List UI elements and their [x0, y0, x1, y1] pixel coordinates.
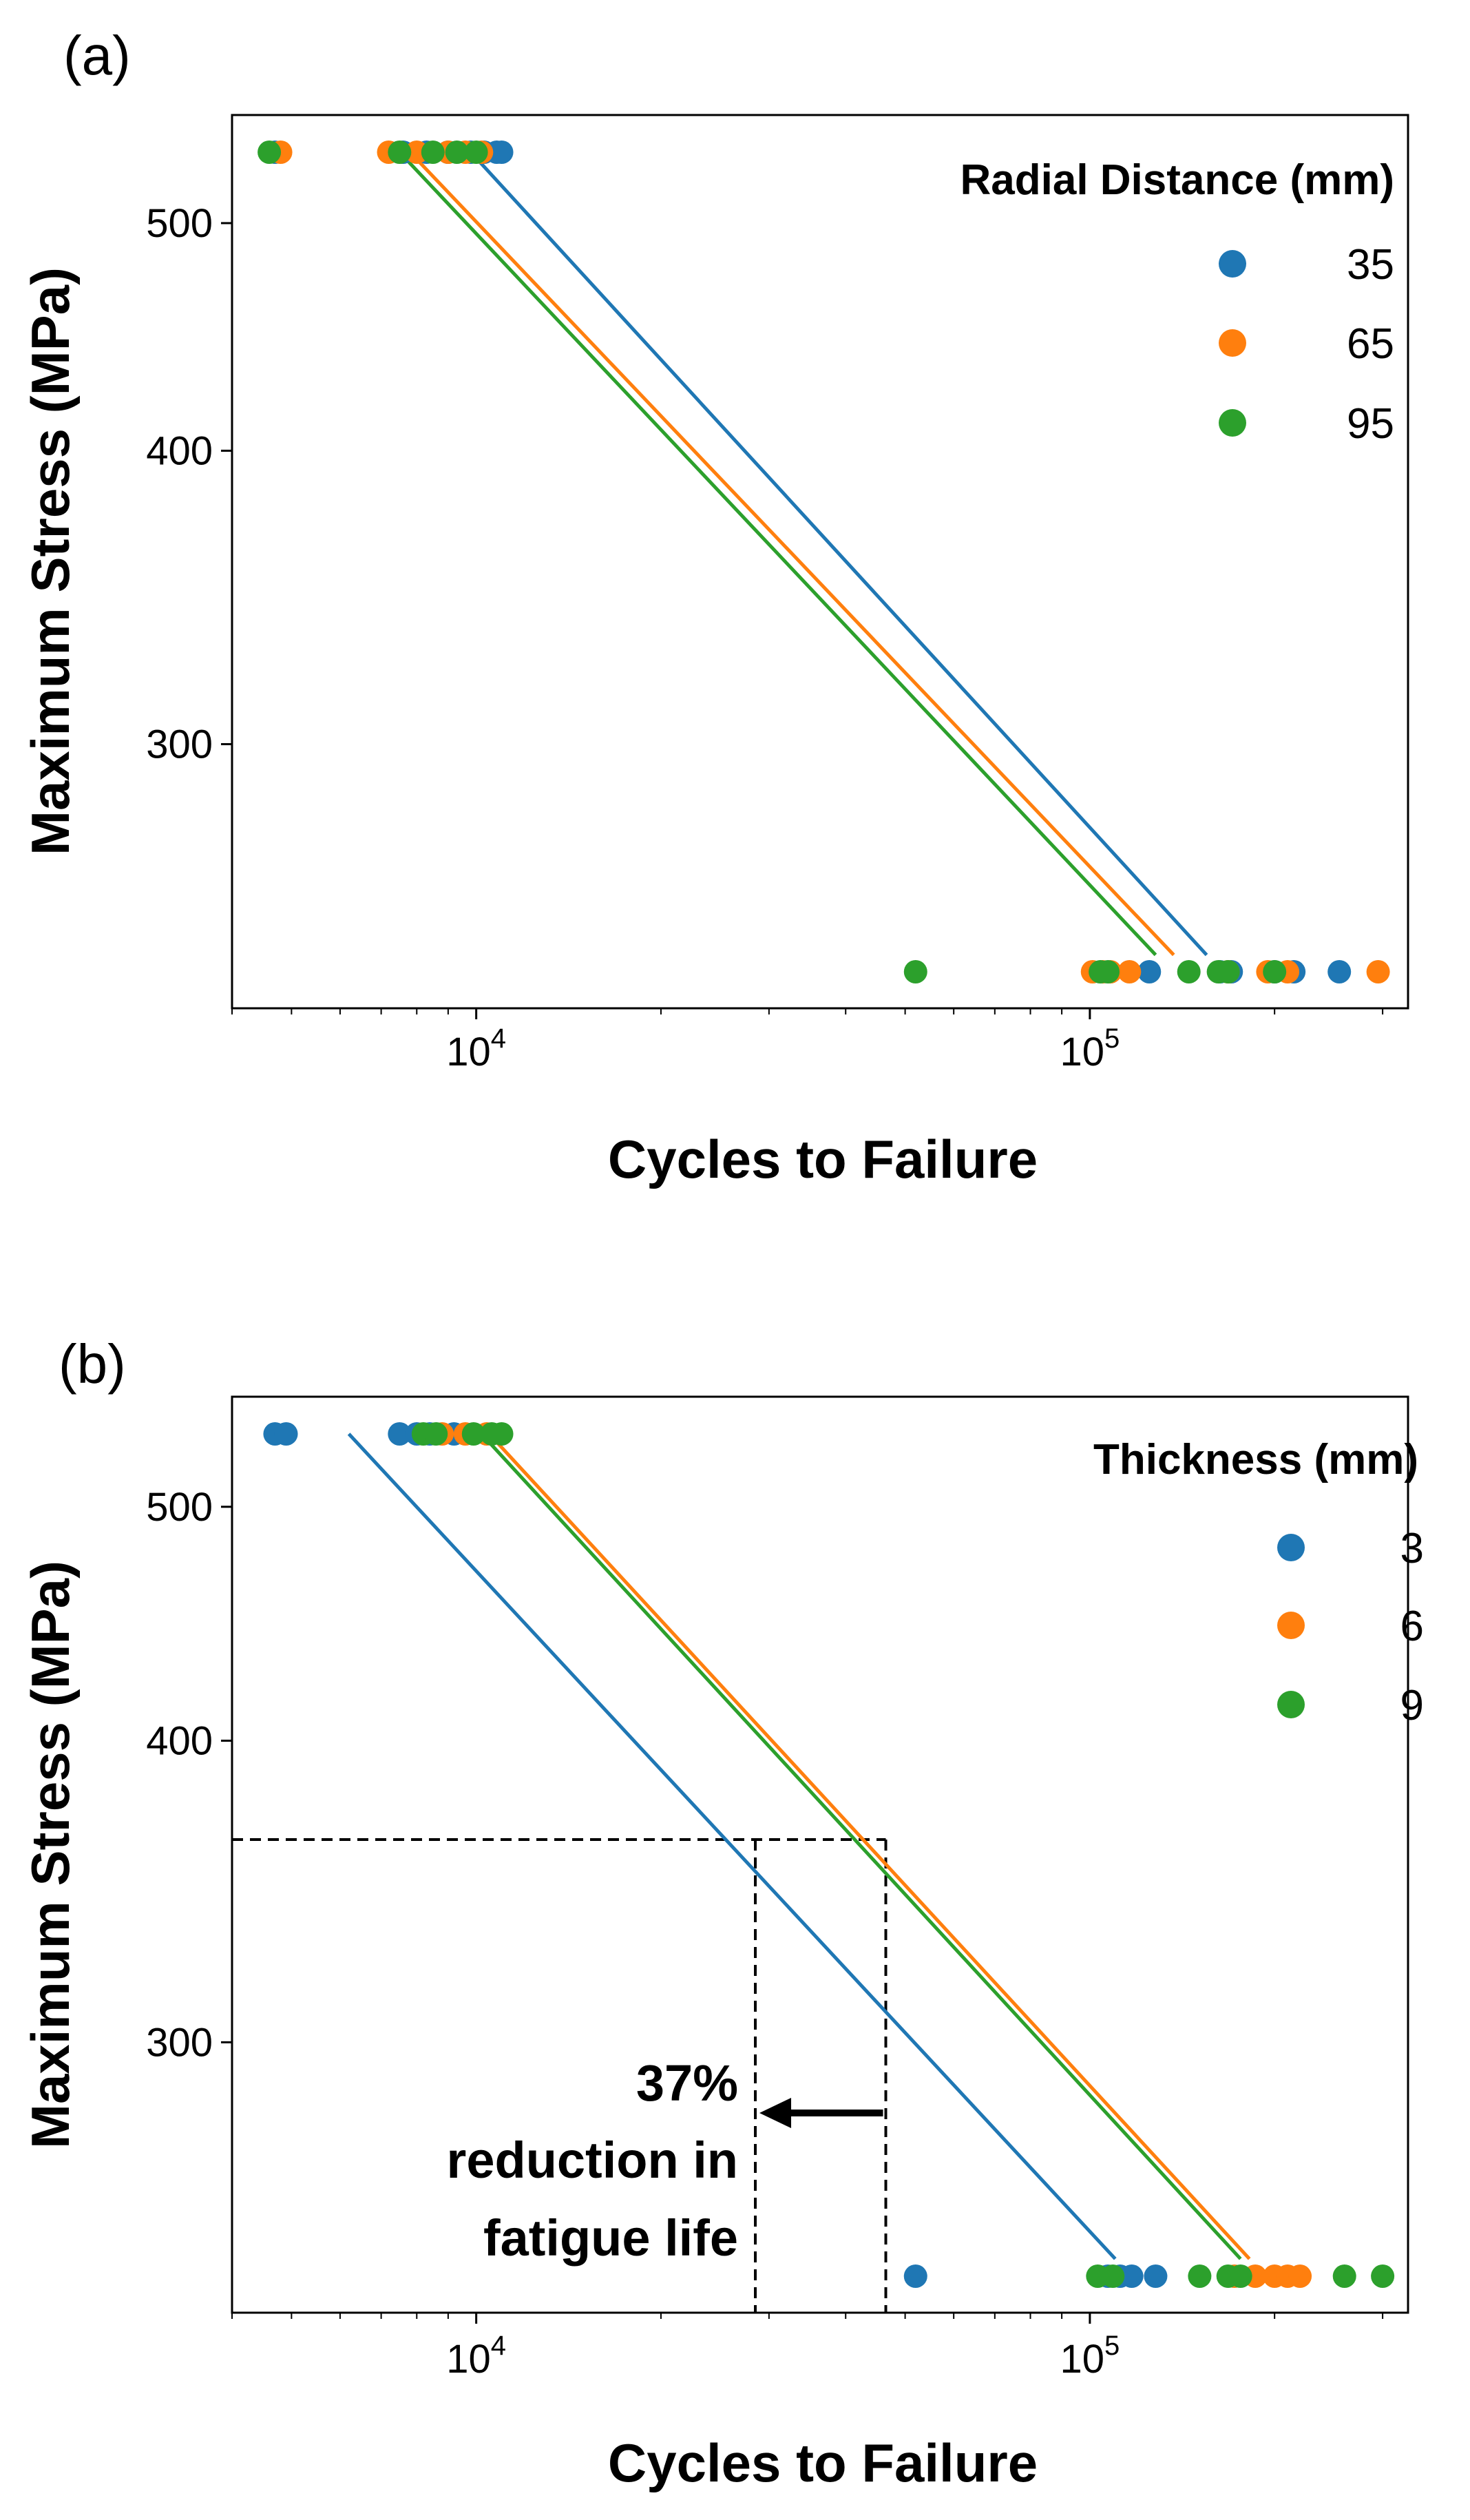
data-point-95 [1177, 960, 1201, 983]
panel-b: (b) 104 105 500 400 300 37% reduction in fa… [20, 1333, 1424, 2493]
plot-frame [231, 1395, 1409, 2314]
y-tick-label: 300 [146, 2020, 213, 2065]
x-axis-label: Cycles to Failure [608, 2433, 1038, 2493]
fit-line-3 [347, 1433, 1117, 2260]
annotation-line-2: reduction in [447, 2132, 738, 2189]
annotation-line-1: 37% [636, 2054, 738, 2112]
y-tick-label: 400 [146, 428, 213, 473]
x-axis-label: Cycles to Failure [608, 1129, 1038, 1189]
data-point-95 [903, 960, 927, 983]
x-axis: 104 105 [231, 1008, 1384, 1074]
data-point-9 [424, 1422, 448, 1446]
data-point-95 [1216, 960, 1240, 983]
data-point-3 [1120, 2264, 1144, 2288]
data-points [263, 1422, 1395, 2288]
data-point-9 [1228, 2264, 1252, 2288]
legend-label-9: 9 [1400, 1682, 1424, 1729]
legend-marker-3 [1277, 1534, 1305, 1561]
fit-line-95 [398, 151, 1157, 957]
fit-line-6 [487, 1433, 1251, 2260]
y-tick-label: 400 [146, 1718, 213, 1763]
fit-line-9 [480, 1433, 1242, 2260]
data-point-65 [405, 140, 429, 164]
fit-lines [398, 151, 1208, 957]
data-point-95 [1096, 960, 1120, 983]
x-tick-label: 104 [446, 1023, 506, 1074]
data-point-35 [490, 140, 514, 164]
data-point-3 [274, 1422, 298, 1446]
reduction-arrow-head [759, 2098, 792, 2128]
data-points [258, 140, 1390, 983]
annotation-line-3: fatigue life [483, 2209, 738, 2267]
fit-line-65 [408, 151, 1175, 957]
data-point-35 [1327, 960, 1352, 983]
legend-marker-65 [1219, 329, 1246, 357]
data-point-65 [1117, 960, 1142, 983]
reference-lines [232, 1838, 888, 2313]
data-point-95 [464, 140, 488, 164]
data-point-9 [1101, 2264, 1125, 2288]
data-point-95 [258, 140, 282, 164]
data-point-95 [445, 140, 469, 164]
legend-marker-9 [1277, 1691, 1305, 1718]
data-point-9 [1371, 2264, 1395, 2288]
legend: Radial Distance (mm) 35 65 95 [960, 156, 1394, 448]
data-point-95 [1263, 960, 1287, 983]
y-tick-label: 500 [146, 1485, 213, 1530]
legend-marker-95 [1219, 409, 1246, 437]
legend-label-65: 65 [1347, 320, 1394, 368]
legend-title: Radial Distance (mm) [960, 156, 1394, 204]
legend-label-35: 35 [1347, 241, 1394, 289]
y-axis-label: Maximum Stress (MPa) [20, 1561, 81, 2149]
legend-label-6: 6 [1400, 1603, 1424, 1650]
annotation: 37% reduction in fatigue life [447, 2054, 738, 2267]
panel-label: (a) [63, 25, 131, 86]
data-point-35 [1137, 960, 1162, 983]
data-point-3 [1144, 2264, 1168, 2288]
data-point-65 [1366, 960, 1390, 983]
data-point-95 [421, 140, 445, 164]
legend-label-95: 95 [1347, 400, 1394, 448]
legend-label-3: 3 [1400, 1525, 1424, 1572]
data-point-9 [461, 1422, 485, 1446]
y-tick-label: 500 [146, 201, 213, 246]
plot-frame [231, 114, 1409, 1010]
legend-marker-35 [1219, 250, 1246, 278]
x-axis: 104 105 [231, 2313, 1384, 2382]
data-point-9 [1332, 2264, 1356, 2288]
y-axis: 500 400 300 [146, 1485, 232, 2065]
data-point-95 [388, 140, 412, 164]
legend: Thickness (mm) 3 6 9 [1093, 1436, 1424, 1729]
data-point-6 [1288, 2264, 1312, 2288]
data-point-9 [490, 1422, 514, 1446]
x-tick-label: 104 [446, 2331, 506, 2382]
x-tick-label: 105 [1060, 1023, 1120, 1074]
data-point-9 [1188, 2264, 1212, 2288]
legend-title: Thickness (mm) [1093, 1436, 1418, 1483]
y-axis-label: Maximum Stress (MPa) [20, 267, 81, 855]
fit-line-35 [469, 151, 1208, 957]
panel-label: (b) [59, 1333, 126, 1395]
fit-lines [347, 1433, 1251, 2260]
x-tick-label: 105 [1060, 2331, 1120, 2382]
y-axis: 500 400 300 [146, 201, 232, 767]
data-point-3 [903, 2264, 927, 2288]
panel-a: (a) 104 105 500 400 300 Cycles to Failure M… [20, 25, 1409, 1189]
y-tick-label: 300 [146, 722, 213, 767]
legend-marker-6 [1277, 1612, 1305, 1639]
data-point-3 [388, 1422, 412, 1446]
